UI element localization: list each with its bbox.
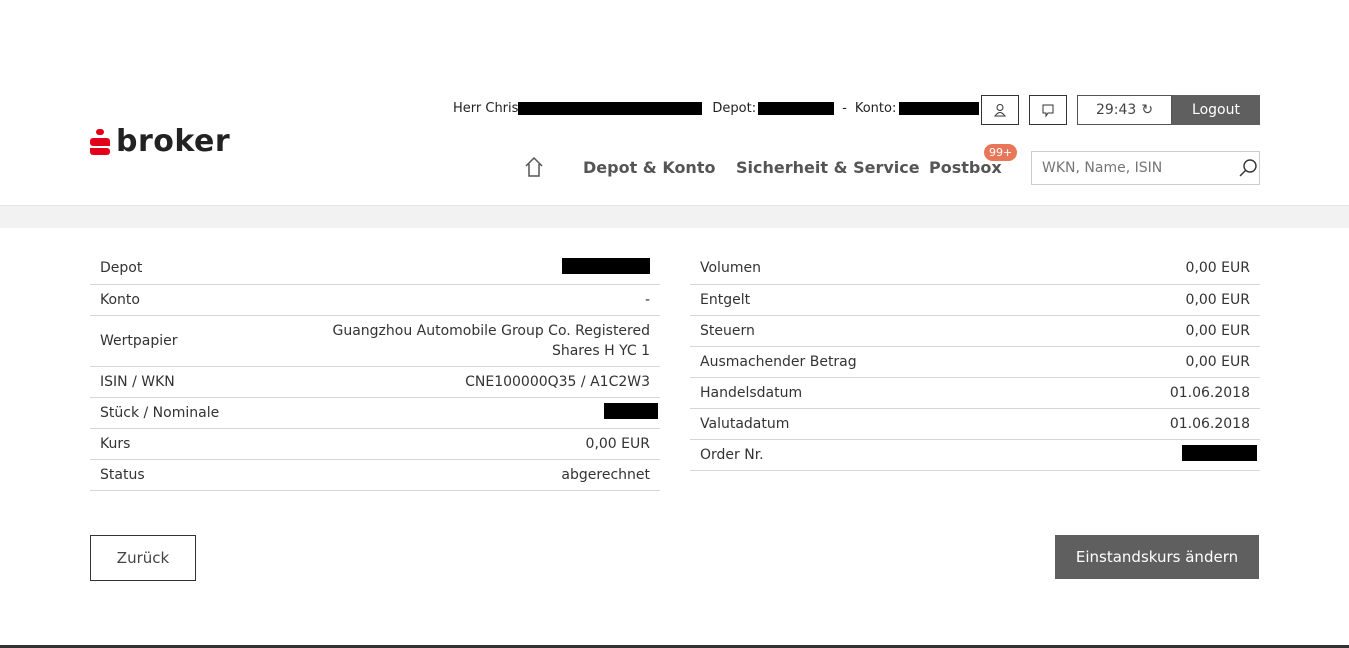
row-label: Handelsdatum: [690, 377, 1054, 409]
row-label: Steuern: [690, 315, 1054, 347]
back-button[interactable]: Zurück: [90, 535, 196, 581]
redacted-value: [1182, 444, 1257, 461]
row-label: Status: [90, 459, 280, 491]
home-icon[interactable]: [525, 156, 543, 181]
table-row: Wertpapier Guangzhou Automobile Group Co.…: [90, 315, 660, 367]
table-row: Stück / Nominale: [90, 397, 660, 429]
table-row: Handelsdatum 01.06.2018: [690, 377, 1260, 409]
row-value: 0,00 EUR: [280, 428, 660, 460]
row-value: 0,00 EUR: [1053, 284, 1260, 316]
konto-label: Konto:: [854, 101, 897, 116]
row-label: Stück / Nominale: [90, 397, 280, 429]
row-label: Volumen: [690, 253, 1054, 285]
postbox-badge: 99+: [984, 144, 1018, 161]
row-label: Entgelt: [690, 284, 1054, 316]
table-row: Depot: [90, 253, 660, 285]
divider-band: [0, 205, 1349, 228]
logout-button[interactable]: Logout: [1172, 95, 1260, 125]
footer-divider: [0, 645, 1349, 648]
row-label: Ausmachender Betrag: [690, 346, 1054, 378]
nav-depot-konto[interactable]: Depot & Konto: [583, 158, 716, 177]
refresh-icon: ↻: [1141, 102, 1154, 118]
order-details-left: Depot Konto - Wertpapier Guangzhou Automob…: [90, 253, 660, 491]
table-row: Konto -: [90, 284, 660, 316]
table-row: Valutadatum 01.06.2018: [690, 408, 1260, 440]
search-box[interactable]: [1031, 151, 1260, 185]
separator: -: [842, 101, 847, 116]
redacted-depot: [758, 102, 835, 115]
row-value: 0,00 EUR: [1053, 315, 1260, 347]
row-label: Depot: [90, 253, 280, 285]
row-label: Order Nr.: [690, 439, 1054, 471]
nav-sicherheit-service[interactable]: Sicherheit & Service: [736, 158, 920, 177]
redacted-value: [562, 258, 650, 275]
sparkasse-s-icon: [90, 128, 110, 155]
row-label: Kurs: [90, 428, 280, 460]
table-row: ISIN / WKN CNE100000Q35 / A1C2W3: [90, 366, 660, 398]
redacted-name: [518, 102, 703, 115]
table-row: Volumen 0,00 EUR: [690, 253, 1260, 285]
change-cost-price-button[interactable]: Einstandskurs ändern: [1055, 535, 1259, 579]
chat-icon: [1042, 104, 1054, 117]
table-row: Entgelt 0,00 EUR: [690, 284, 1260, 316]
brand-name: broker: [116, 124, 231, 159]
table-row: Ausmachender Betrag 0,00 EUR: [690, 346, 1260, 378]
row-value: 0,00 EUR: [1053, 253, 1260, 285]
timer-value: 29:43: [1095, 102, 1137, 118]
row-value: Guangzhou Automobile Group Co. Registere…: [280, 315, 660, 367]
table-row: Order Nr.: [690, 439, 1260, 471]
row-value: 01.06.2018: [1053, 377, 1260, 409]
row-value: abgerechnet: [280, 459, 660, 491]
redacted-value: [604, 402, 658, 419]
table-row: Status abgerechnet: [90, 459, 660, 491]
row-value: 0,00 EUR: [1053, 346, 1260, 378]
user-icon: [994, 104, 1006, 117]
row-label: ISIN / WKN: [90, 366, 280, 398]
messages-button[interactable]: [1029, 95, 1067, 125]
row-label: Konto: [90, 284, 280, 316]
profile-button[interactable]: [981, 95, 1019, 125]
row-value: CNE100000Q35 / A1C2W3: [280, 366, 660, 398]
row-label: Wertpapier: [90, 315, 280, 367]
redacted-konto: [899, 102, 980, 115]
session-timer[interactable]: 29:43 ↻: [1077, 95, 1172, 125]
row-value: 01.06.2018: [1053, 408, 1260, 440]
account-info: Herr Chris Depot: - Konto:: [453, 96, 980, 121]
search-input[interactable]: [1042, 160, 1222, 176]
table-row: Steuern 0,00 EUR: [690, 315, 1260, 347]
sbroker-logo[interactable]: broker: [90, 124, 230, 159]
order-details-right: Volumen 0,00 EUR Entgelt 0,00 EUR Steuern 0…: [690, 253, 1260, 471]
nav-postbox[interactable]: Postbox: [929, 158, 1002, 177]
depot-label: Depot:: [712, 101, 757, 116]
row-label: Valutadatum: [690, 408, 1054, 440]
user-name: Herr Chris: [453, 101, 519, 116]
search-icon[interactable]: [1238, 158, 1258, 178]
row-value: -: [280, 284, 660, 316]
table-row: Kurs 0,00 EUR: [90, 428, 660, 460]
